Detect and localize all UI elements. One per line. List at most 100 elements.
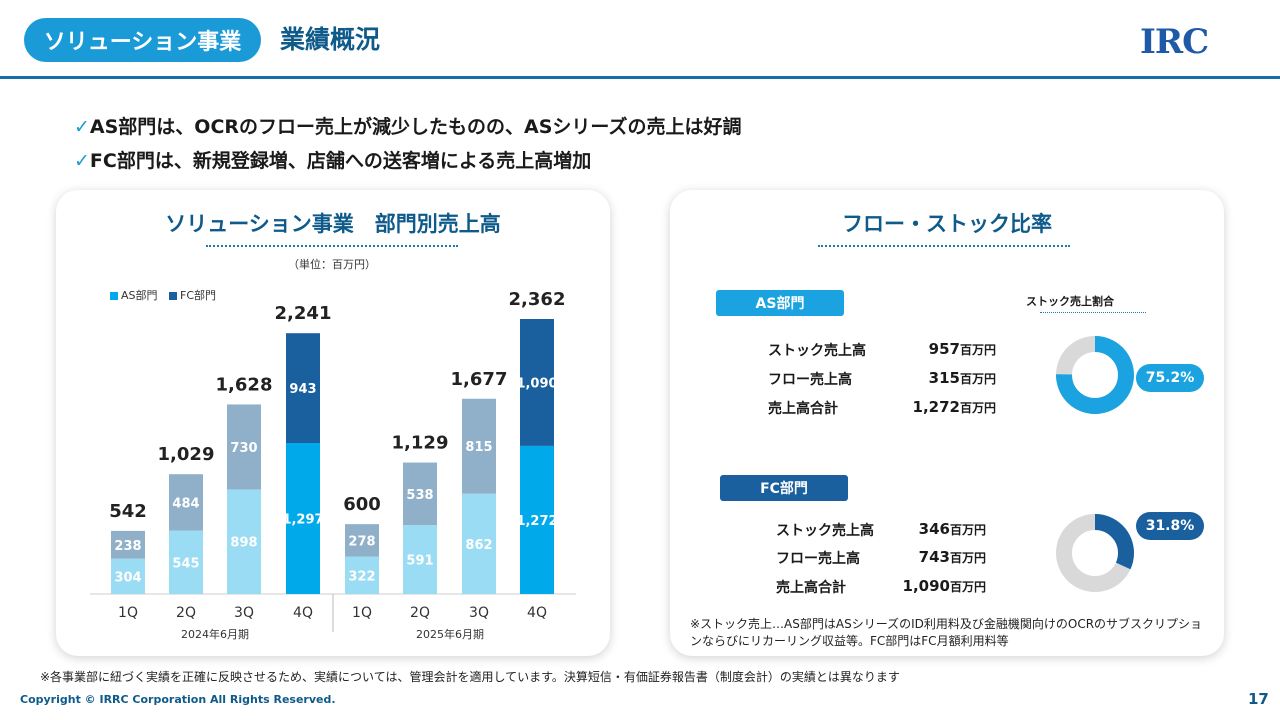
label-total: 1,129 xyxy=(392,433,449,454)
fc-dept-label: FC部門 xyxy=(720,475,848,501)
bar-as xyxy=(520,445,554,594)
ratio-title-underline xyxy=(818,245,1070,247)
as-total-value: 1,272百万円 xyxy=(912,398,996,416)
label-total: 1,628 xyxy=(216,374,273,395)
fc-flow-value: 743百万円 xyxy=(918,548,986,566)
stacked-bar-chart: 304 238 542 1Q 545 484 1,029 2Q 898 730 1,628 3Q 1,2… xyxy=(90,289,576,641)
label-total: 600 xyxy=(343,494,381,515)
legend-label-as: AS部門 xyxy=(121,289,158,302)
as-flow-label: フロー売上高 xyxy=(768,372,852,388)
bar-as xyxy=(169,530,203,594)
label-as: 304 xyxy=(114,570,141,585)
page-number: 17 xyxy=(1248,690,1269,708)
as-flow-value: 315百万円 xyxy=(928,369,996,387)
as-total-label: 売上高合計 xyxy=(768,401,838,417)
donut-header-underline xyxy=(1040,312,1146,313)
bar-as xyxy=(286,442,320,594)
label-as: 322 xyxy=(348,569,375,584)
bar-fc xyxy=(286,333,320,443)
legend-swatch-fc xyxy=(169,292,178,300)
label-fc: 278 xyxy=(348,534,375,549)
header-divider xyxy=(0,76,1280,79)
legend-item-as: AS部門 xyxy=(110,289,158,302)
bar-fc xyxy=(462,398,496,494)
company-logo: IRC xyxy=(1140,22,1209,62)
fc-flow-label: フロー売上高 xyxy=(776,551,860,567)
check-icon: ✓ xyxy=(74,116,90,138)
x-tick-label: 4Q xyxy=(293,605,313,621)
label-total: 2,362 xyxy=(509,289,566,310)
label-fc: 815 xyxy=(465,440,492,455)
x-tick-label: 2Q xyxy=(176,605,196,621)
label-as: 591 xyxy=(406,554,433,569)
label-fc: 730 xyxy=(230,441,257,456)
as-stock-ratio-badge: 75.2% xyxy=(1136,364,1204,392)
fc-total-value: 1,090百万円 xyxy=(902,577,986,595)
summary-bullet-2: ✓FC部門は、新規登録増、店舗への送客増による売上高増加 xyxy=(74,146,591,173)
x-tick-label: 3Q xyxy=(469,605,489,621)
x-tick-label: 1Q xyxy=(352,605,372,621)
donut-charts xyxy=(1056,336,1134,592)
fc-total-label: 売上高合計 xyxy=(776,580,846,596)
label-total: 542 xyxy=(109,501,147,522)
stock-definition-note: ※ストック売上…AS部門はASシリーズのID利用料及び金融機関向けのOCRのサブ… xyxy=(690,617,1203,648)
label-fc: 1,090 xyxy=(516,376,557,391)
legend-swatch-as xyxy=(110,292,118,300)
label-total: 1,029 xyxy=(158,444,215,465)
label-as: 862 xyxy=(465,538,492,553)
unit-label: （単位：百万円） xyxy=(288,258,376,271)
label-fc: 484 xyxy=(172,496,199,511)
fc-stock-ratio-badge: 31.8% xyxy=(1136,512,1204,540)
bar-fc xyxy=(169,474,203,531)
as-dept-label: AS部門 xyxy=(716,290,844,316)
chart-title: ソリューション事業 部門別売上高 xyxy=(165,212,501,236)
label-fc: 943 xyxy=(289,382,316,397)
footer-note: ※各事業部に紐づく実績を正確に反映させるため、実績については、管理会計を適用して… xyxy=(40,670,900,684)
fc-stock-value: 346百万円 xyxy=(918,520,986,538)
segment-badge: ソリューション事業 xyxy=(24,18,261,62)
flow-stock-card: フロー・ストック比率 ストック売上割合 AS部門 ストック売上高 957百万円 … xyxy=(670,190,1224,656)
label-total: 1,677 xyxy=(451,369,508,390)
legend-item-fc: FC部門 xyxy=(169,289,216,302)
summary-bullet-1: ✓AS部門は、OCRのフロー売上が減少したものの、ASシリーズの売上は好調 xyxy=(74,112,741,139)
check-icon: ✓ xyxy=(74,150,90,172)
label-as: 545 xyxy=(172,556,199,571)
bar-as xyxy=(403,525,437,594)
label-as: 898 xyxy=(230,536,257,551)
label-as: 1,272 xyxy=(516,514,557,529)
x-tick-label: 2Q xyxy=(410,605,430,621)
ratio-title: フロー・ストック比率 xyxy=(842,212,1052,236)
bar-as xyxy=(462,493,496,594)
bar-fc xyxy=(111,530,145,559)
label-fc: 538 xyxy=(406,488,433,503)
label-as: 1,297 xyxy=(282,512,323,527)
bar-as xyxy=(345,556,379,594)
as-stock-label: ストック売上高 xyxy=(768,343,866,359)
legend-label-fc: FC部門 xyxy=(180,289,217,302)
bar-fc xyxy=(345,524,379,557)
bar-fc xyxy=(520,319,554,446)
segment-sales-card: ソリューション事業 部門別売上高 （単位：百万円） AS部門 FC部門 304 2… xyxy=(56,190,610,656)
donut-header: ストック売上割合 xyxy=(1026,295,1114,308)
x-tick-label: 1Q xyxy=(118,605,138,621)
fiscal-year-label: 2024年6月期 xyxy=(181,627,249,641)
fc-stock-label: ストック売上高 xyxy=(776,523,874,539)
label-fc: 238 xyxy=(114,539,141,554)
fc-donut-segment xyxy=(1056,514,1134,592)
x-tick-label: 4Q xyxy=(527,605,547,621)
bar-fc xyxy=(403,462,437,526)
fiscal-year-label: 2025年6月期 xyxy=(416,627,484,641)
copyright: Copyright © IRRC Corporation All Rights … xyxy=(20,693,336,706)
bar-fc xyxy=(227,404,261,490)
as-stock-value: 957百万円 xyxy=(928,340,996,358)
bar-as xyxy=(227,489,261,594)
title-underline xyxy=(206,245,458,247)
page-title: 業績概況 xyxy=(280,25,381,54)
label-total: 2,241 xyxy=(275,303,332,324)
chart-legend: AS部門 FC部門 xyxy=(110,287,216,303)
bar-as xyxy=(111,558,145,594)
as-donut-segment xyxy=(1056,336,1134,414)
bullet-text: FC部門は、新規登録増、店舗への送客増による売上高増加 xyxy=(89,150,592,172)
x-tick-label: 3Q xyxy=(234,605,254,621)
bullet-text: AS部門は、OCRのフロー売上が減少したものの、ASシリーズの売上は好調 xyxy=(89,116,742,138)
